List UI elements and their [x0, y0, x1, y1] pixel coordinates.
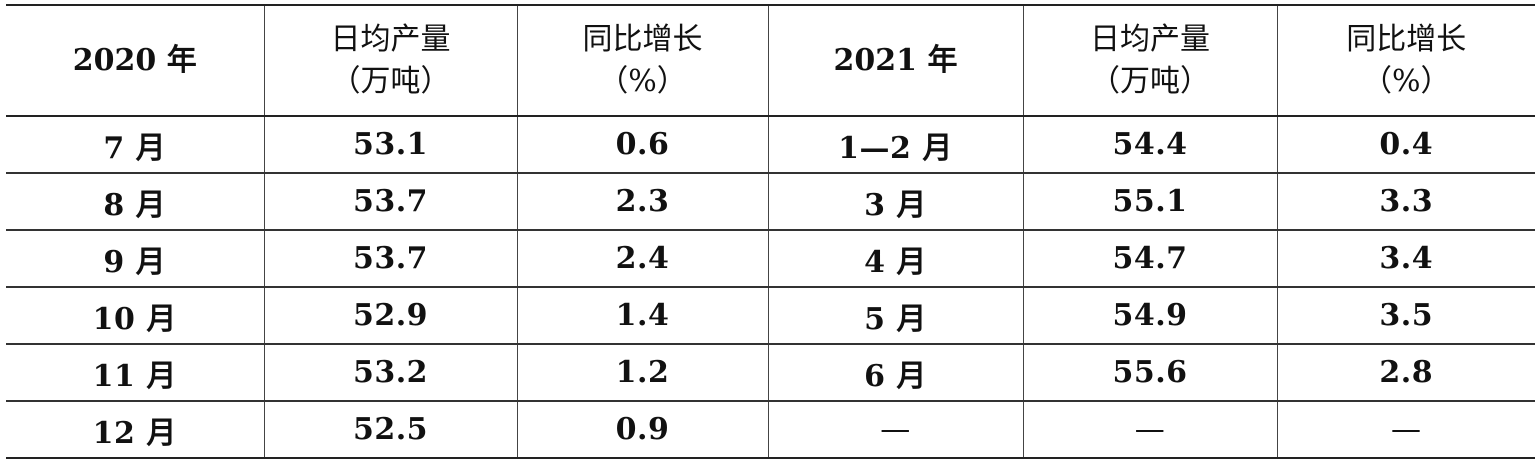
cell-month-2020: 7 月: [6, 116, 265, 173]
header-avg-output-2020-line1: 日均产量: [330, 21, 451, 57]
cell-output-2021: 55.1: [1022, 173, 1278, 230]
header-yoy-2020-line2: （%）: [598, 63, 687, 99]
table-row: 9 月 53.7 2.4 4 月 54.7 3.4: [6, 230, 1535, 287]
cell-yoy-2021: 2.8: [1276, 344, 1535, 401]
table-row: 12 月 52.5 0.9 — — —: [6, 401, 1535, 458]
cell-yoy-2020: 2.3: [516, 173, 769, 230]
cell-output-2020: 52.5: [263, 401, 518, 458]
cell-month-2020: 8 月: [6, 173, 265, 230]
cell-output-2021: 54.9: [1022, 287, 1278, 344]
cell-yoy-2020: 2.4: [516, 230, 769, 287]
table-row: 8 月 53.7 2.3 3 月 55.1 3.3: [6, 173, 1535, 230]
cell-output-2020: 52.9: [263, 287, 518, 344]
header-avg-output-2021-line1: 日均产量: [1090, 21, 1210, 57]
cell-month-2020: 10 月: [6, 287, 265, 344]
header-avg-output-2021: 日均产量 （万吨）: [1022, 5, 1278, 116]
cell-month-2020: 9 月: [6, 230, 265, 287]
header-avg-output-2020: 日均产量 （万吨）: [263, 5, 518, 116]
table-header: 2020 年 日均产量 （万吨） 同比增长 （%） 2021 年 日均产量 （万…: [6, 5, 1535, 116]
cell-yoy-2021: —: [1276, 401, 1535, 458]
header-yoy-2021-line2: （%）: [1361, 63, 1451, 99]
header-avg-output-2020-line2: （万吨）: [330, 63, 451, 99]
header-yoy-2020: 同比增长 （%）: [516, 5, 769, 116]
table-row: 10 月 52.9 1.4 5 月 54.9 3.5: [6, 287, 1535, 344]
cell-output-2020: 53.2: [263, 344, 518, 401]
cell-month-2021: 1—2 月: [767, 116, 1024, 173]
cell-output-2021: 55.6: [1022, 344, 1278, 401]
header-year-2021: 2021 年: [767, 5, 1024, 116]
cell-yoy-2021: 0.4: [1276, 116, 1535, 173]
cell-output-2020: 53.7: [263, 230, 518, 287]
cell-month-2020: 11 月: [6, 344, 265, 401]
header-yoy-2021: 同比增长 （%）: [1276, 5, 1535, 116]
table-row: 7 月 53.1 0.6 1—2 月 54.4 0.4: [6, 116, 1535, 173]
cell-yoy-2020: 1.4: [516, 287, 769, 344]
header-year-2020: 2020 年: [6, 5, 265, 116]
cell-yoy-2021: 3.3: [1276, 173, 1535, 230]
cell-month-2021: —: [767, 401, 1024, 458]
cell-yoy-2020: 1.2: [516, 344, 769, 401]
cell-output-2021: 54.7: [1022, 230, 1278, 287]
cell-yoy-2021: 3.5: [1276, 287, 1535, 344]
table-row: 11 月 53.2 1.2 6 月 55.6 2.8: [6, 344, 1535, 401]
header-avg-output-2021-line2: （万吨）: [1090, 63, 1210, 99]
cell-month-2021: 3 月: [767, 173, 1024, 230]
cell-month-2020: 12 月: [6, 401, 265, 458]
header-row: 2020 年 日均产量 （万吨） 同比增长 （%） 2021 年 日均产量 （万…: [6, 5, 1535, 116]
cell-yoy-2020: 0.6: [516, 116, 769, 173]
header-yoy-2020-line1: 同比增长: [582, 21, 703, 57]
cell-output-2020: 53.1: [263, 116, 518, 173]
cell-month-2021: 6 月: [767, 344, 1024, 401]
cell-output-2021: 54.4: [1022, 116, 1278, 173]
cell-yoy-2021: 3.4: [1276, 230, 1535, 287]
cell-month-2021: 5 月: [767, 287, 1024, 344]
cell-month-2021: 4 月: [767, 230, 1024, 287]
header-yoy-2021-line1: 同比增长: [1346, 21, 1467, 57]
cell-output-2020: 53.7: [263, 173, 518, 230]
cell-yoy-2020: 0.9: [516, 401, 769, 458]
output-table: 2020 年 日均产量 （万吨） 同比增长 （%） 2021 年 日均产量 （万…: [6, 4, 1535, 459]
table-body: 7 月 53.1 0.6 1—2 月 54.4 0.4 8 月 53.7 2.3…: [6, 116, 1535, 458]
cell-output-2021: —: [1022, 401, 1278, 458]
